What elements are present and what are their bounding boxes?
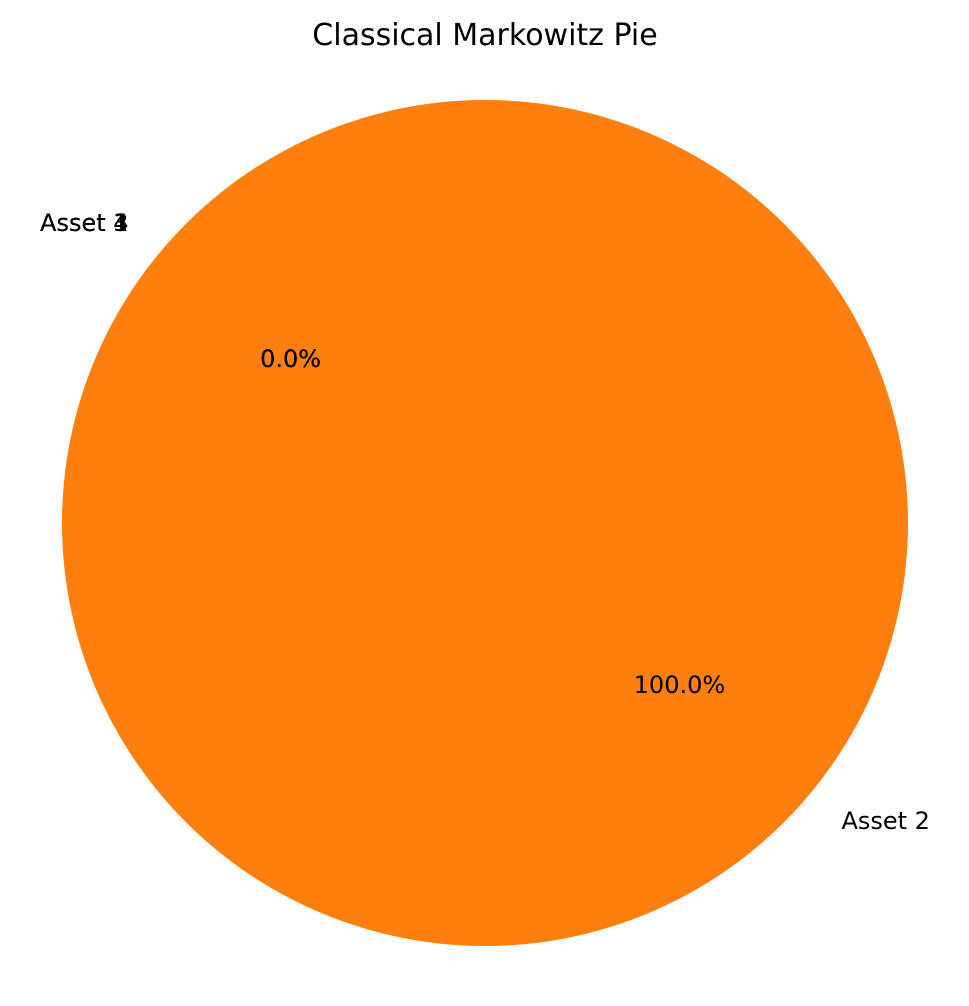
percent-label-asset-3: 0.0%: [260, 345, 321, 373]
slice-label-asset-1: Asset 1: [40, 209, 129, 237]
slice-label-asset-4: Asset 4: [40, 209, 129, 237]
percent-label-asset-1: 0.0%: [260, 345, 321, 373]
percent-label-asset-4: 0.0%: [260, 345, 321, 373]
slice-label-asset-2: Asset 2: [841, 807, 930, 835]
slice-label-asset-3: Asset 3: [40, 209, 129, 237]
pie-slices: [62, 100, 908, 946]
percent-label-asset-2: 100.0%: [634, 671, 726, 699]
chart-title: Classical Markowitz Pie: [312, 18, 657, 53]
slice-asset-2: [62, 100, 908, 946]
